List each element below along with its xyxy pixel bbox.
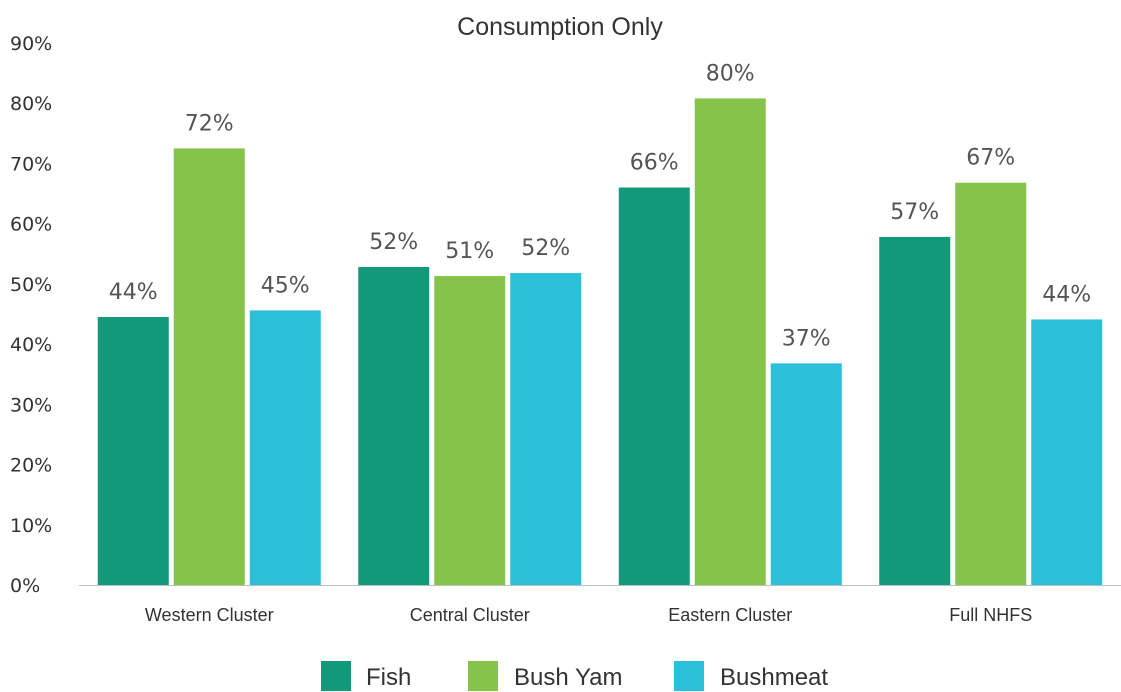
bar-fish <box>97 317 169 585</box>
y-tick-label: 80% <box>10 93 52 115</box>
bar-bushmeat <box>1031 319 1103 585</box>
y-tick-label: 60% <box>10 214 52 236</box>
bar-bushmeat <box>510 273 582 585</box>
data-label: 66% <box>630 151 679 176</box>
data-label: 44% <box>1042 282 1091 307</box>
data-label: 45% <box>261 273 310 298</box>
bar-bush-yam <box>434 276 506 585</box>
legend-swatch <box>321 661 351 691</box>
y-tick-label: 40% <box>10 334 52 356</box>
bar-bush-yam <box>694 98 766 585</box>
bar-fish <box>358 267 430 585</box>
bar-fish <box>879 236 951 585</box>
data-label: 52% <box>521 236 570 261</box>
data-label: 72% <box>185 111 234 136</box>
legend-item-bush-yam: Bush Yam <box>468 661 623 691</box>
x-tick-label: Central Cluster <box>410 605 530 625</box>
legend-item-bushmeat: Bushmeat <box>674 661 828 691</box>
y-axis: 0% 10% 20% 30% 40% 50% 60% 70% 80% 90% <box>10 33 52 597</box>
x-tick-label: Full NHFS <box>949 605 1032 625</box>
bar-fish <box>618 187 690 586</box>
chart-title: Consumption Only <box>457 13 663 41</box>
y-tick-label: 50% <box>10 274 52 296</box>
legend-swatch <box>468 661 498 691</box>
bar-group: 52% 51% 52% <box>358 230 582 585</box>
x-tick-label: Eastern Cluster <box>668 605 792 625</box>
data-label: 52% <box>369 230 418 255</box>
data-label: 51% <box>445 239 494 264</box>
legend-label: Bush Yam <box>514 664 623 691</box>
data-label: 67% <box>966 146 1015 171</box>
y-tick-label: 70% <box>10 153 52 175</box>
bar-group: 66% 80% 37% <box>618 61 842 586</box>
bar-bush-yam <box>955 182 1027 585</box>
plot-area: 44% 72% 45% 52% 51% 52% 66% 80% 37% 57% 67% 44% <box>97 61 1103 586</box>
legend-label: Bushmeat <box>720 664 828 691</box>
y-tick-label: 30% <box>10 394 52 416</box>
bar-group: 44% 72% 45% <box>97 111 321 585</box>
legend-item-fish: Fish <box>321 661 411 691</box>
data-label: 37% <box>782 326 831 351</box>
x-tick-label: Western Cluster <box>145 605 274 625</box>
x-axis: Western Cluster Central Cluster Eastern Cl… <box>145 605 1032 625</box>
legend-label: Fish <box>366 664 411 691</box>
legend-swatch <box>674 661 704 691</box>
data-label: 44% <box>109 280 158 305</box>
bar-group: 57% 67% 44% <box>879 146 1103 585</box>
legend: Fish Bush Yam Bushmeat <box>321 661 828 691</box>
data-label: 57% <box>890 200 939 225</box>
data-label: 80% <box>706 61 755 86</box>
y-tick-label: 0% <box>10 575 40 597</box>
bar-bush-yam <box>173 148 245 585</box>
y-tick-label: 20% <box>10 455 52 477</box>
bar-bushmeat <box>249 310 321 585</box>
bar-bushmeat <box>770 363 842 585</box>
y-tick-label: 90% <box>10 33 52 55</box>
y-tick-label: 10% <box>10 515 52 537</box>
